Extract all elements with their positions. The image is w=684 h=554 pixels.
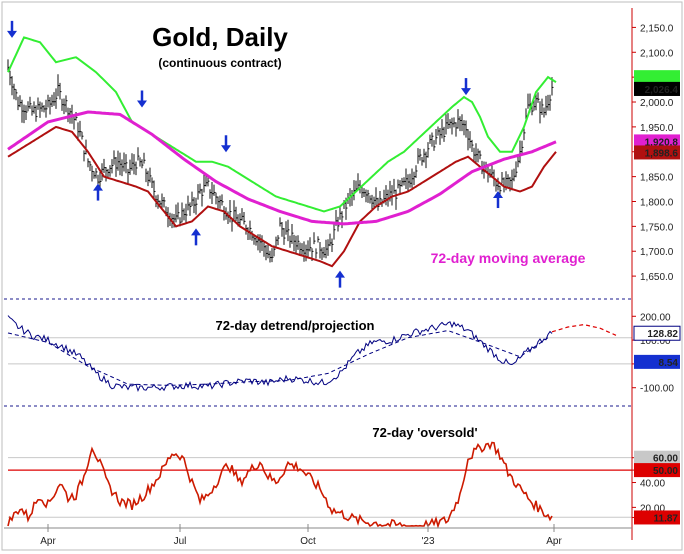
chart-title: Gold, Daily — [152, 22, 288, 52]
chart-subtitle: (continuous contract) — [158, 56, 281, 70]
axis-tick-label: 1,800.0 — [640, 197, 674, 208]
down-arrow-head — [137, 100, 147, 108]
time-axis-label: '23 — [421, 536, 434, 547]
detrend-average-line — [7, 330, 549, 386]
value-label-box — [633, 325, 681, 341]
price-panel — [7, 20, 557, 288]
value-label: 8.54 — [659, 358, 679, 369]
ma-annotation: 72-day moving average — [431, 250, 586, 266]
upper-band-line — [7, 36, 557, 213]
value-label: 1,898.6 — [645, 148, 679, 159]
axis-tick-label: 2,150.0 — [640, 23, 674, 34]
value-label: 2,026.4 — [645, 85, 679, 96]
value-label: 50.00 — [653, 466, 678, 477]
axis-tick-label: 200.00 — [640, 312, 671, 323]
value-label: 11.87 — [654, 513, 679, 524]
down-arrow-head — [461, 88, 471, 96]
time-axis: Apr Jul Oct '23 Apr — [4, 524, 632, 547]
value-label: 128.82 — [647, 329, 678, 340]
axis-tick-label: -100.00 — [640, 384, 674, 395]
upper-band-marker — [634, 70, 680, 83]
axis-tick-label: 1,650.0 — [640, 272, 674, 283]
value-label-box — [634, 450, 680, 465]
oversold-title: 72-day 'oversold' — [372, 425, 477, 440]
value-label-box — [634, 510, 680, 525]
detrend-title: 72-day detrend/projection — [216, 318, 375, 333]
down-arrow-head — [7, 30, 17, 38]
value-label-box — [634, 354, 680, 369]
up-arrow-head — [335, 270, 345, 278]
lower-band-line — [7, 125, 557, 268]
up-arrow-head — [93, 183, 103, 191]
value-label-box — [634, 81, 680, 96]
detrend-panel — [4, 298, 632, 393]
value-label-box — [634, 134, 680, 149]
axis-tick-label: 2,100.0 — [640, 48, 674, 59]
axis-tick-label: 1,700.0 — [640, 247, 674, 258]
detrend-line — [7, 315, 553, 393]
axis-tick-label: 40.00 — [640, 479, 665, 490]
oversold-line — [7, 441, 553, 529]
down-arrow-head — [221, 145, 231, 153]
axis-tick-label: 1,950.0 — [640, 123, 674, 134]
axis-tick-label: 2,000.0 — [640, 98, 674, 109]
moving-average-line — [7, 110, 557, 226]
time-axis-label: Apr — [546, 536, 562, 547]
axis-tick-label: 1,750.0 — [640, 222, 674, 233]
oversold-panel — [4, 405, 632, 529]
right-value-axis: 2,150.02,100.02,050.02,000.01,950.01,900… — [631, 8, 681, 540]
time-axis-label: Oct — [300, 536, 316, 547]
value-label: 60.00 — [653, 454, 678, 465]
value-label-box — [634, 463, 680, 478]
up-arrow-head — [191, 228, 201, 236]
up-arrow-head — [493, 191, 503, 199]
axis-tick-label: 20.00 — [640, 503, 665, 514]
value-label-box — [634, 145, 680, 160]
time-axis-label: Jul — [174, 536, 187, 547]
value-label: 1,920.8 — [645, 137, 679, 148]
time-axis-label: Apr — [40, 536, 56, 547]
axis-tick-label: 100.00 — [640, 336, 671, 347]
axis-tick-label: 1,850.0 — [640, 173, 674, 184]
